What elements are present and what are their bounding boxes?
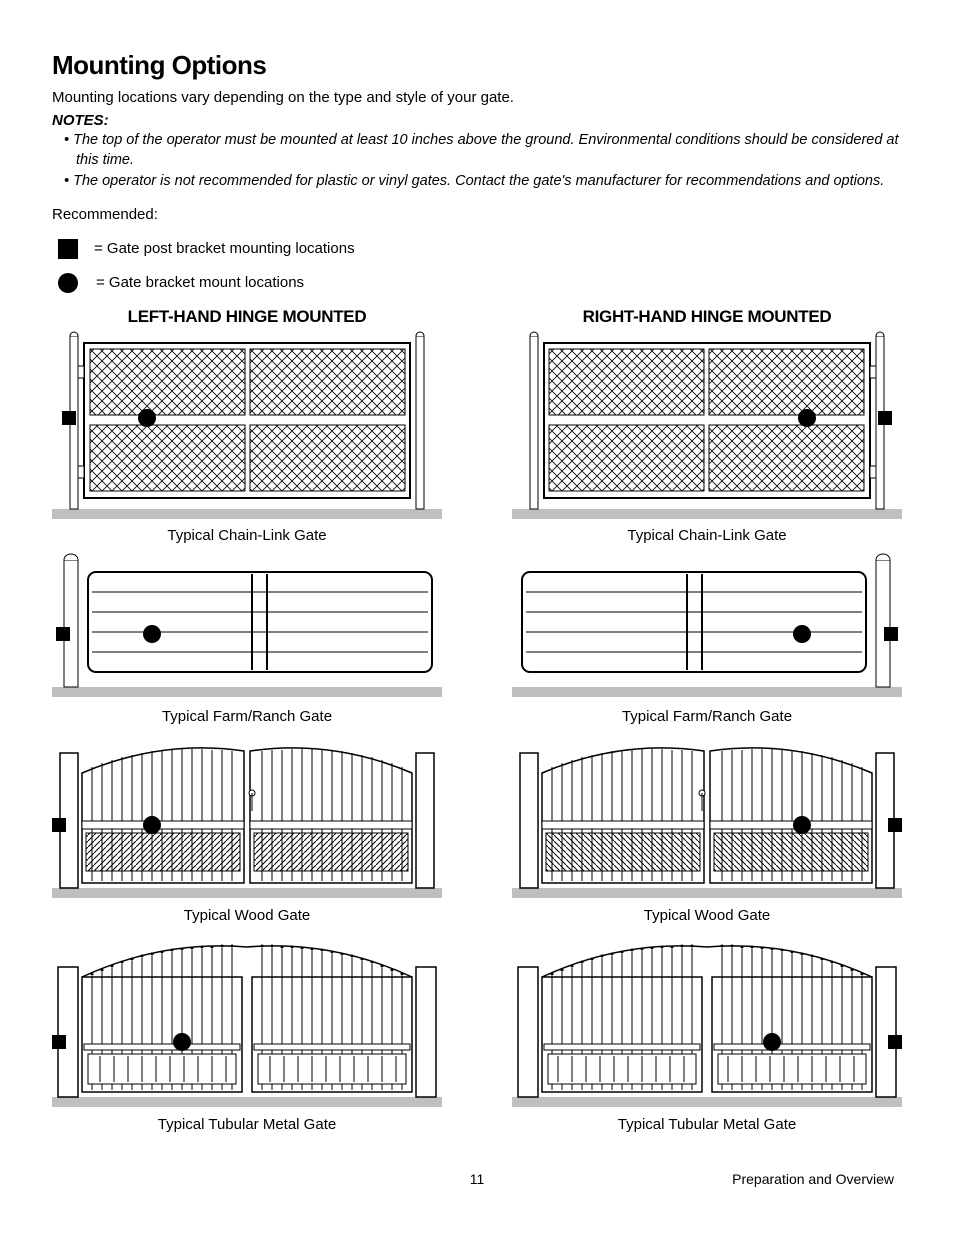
right-column-heading: RIGHT-HAND HINGE MOUNTED — [512, 307, 902, 327]
left-wood-caption: Typical Wood Gate — [52, 907, 442, 924]
square-marker-icon — [58, 239, 78, 259]
right-wood-caption: Typical Wood Gate — [512, 907, 902, 924]
left-chainlink-figure — [52, 331, 442, 521]
left-wood-figure — [52, 733, 442, 901]
left-tubular-caption: Typical Tubular Metal Gate — [52, 1116, 442, 1133]
right-column: RIGHT-HAND HINGE MOUNTED Typical Chain-L… — [512, 307, 902, 1141]
legend-circle-row: = Gate bracket mount locations — [52, 273, 902, 293]
right-tubular-figure — [512, 932, 902, 1110]
right-tubular-caption: Typical Tubular Metal Gate — [512, 1116, 902, 1133]
right-farm-figure — [512, 552, 902, 702]
left-tubular-figure — [52, 932, 442, 1110]
legend-square-row: = Gate post bracket mounting locations — [52, 239, 902, 259]
right-chainlink-caption: Typical Chain-Link Gate — [512, 527, 902, 544]
left-farm-figure — [52, 552, 442, 702]
note-2: • The operator is not recommended for pl… — [64, 172, 902, 192]
page-number: 11 — [470, 1171, 485, 1187]
right-chainlink-figure — [512, 331, 902, 521]
circle-marker-icon — [58, 273, 78, 293]
notes-heading: NOTES: — [52, 112, 902, 129]
right-farm-caption: Typical Farm/Ranch Gate — [512, 708, 902, 725]
left-chainlink-caption: Typical Chain-Link Gate — [52, 527, 442, 544]
legend-square-text: = Gate post bracket mounting locations — [94, 240, 355, 257]
page-footer: 11 Preparation and Overview — [52, 1171, 902, 1187]
recommended-label: Recommended: — [52, 206, 902, 223]
columns: LEFT-HAND HINGE MOUNTED Typical Chain-Li… — [52, 307, 902, 1141]
legend-circle-text: = Gate bracket mount locations — [96, 274, 304, 291]
note-1: • The top of the operator must be mounte… — [64, 131, 902, 170]
intro-text: Mounting locations vary depending on the… — [52, 89, 902, 106]
footer-section: Preparation and Overview — [484, 1171, 894, 1187]
left-farm-caption: Typical Farm/Ranch Gate — [52, 708, 442, 725]
left-column: LEFT-HAND HINGE MOUNTED Typical Chain-Li… — [52, 307, 442, 1141]
right-wood-figure — [512, 733, 902, 901]
left-column-heading: LEFT-HAND HINGE MOUNTED — [52, 307, 442, 327]
page-title: Mounting Options — [52, 50, 902, 81]
